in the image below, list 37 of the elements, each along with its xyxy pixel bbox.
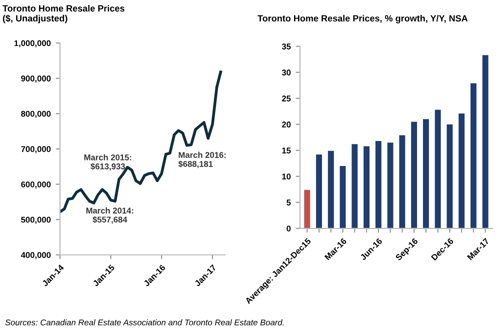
y-tick-label: 5 <box>286 200 291 206</box>
bar <box>458 113 465 228</box>
y-tick-label: 700,000 <box>21 146 51 154</box>
annotation: March 2015: $613,933 <box>84 154 132 171</box>
bar <box>375 141 382 228</box>
chart-title: Toronto Home Resale Prices ($, Unadjusted) <box>2 4 124 24</box>
bar <box>340 166 346 228</box>
bar <box>316 154 322 228</box>
y-tick-label: 1,000,000 <box>14 40 51 48</box>
bar <box>364 146 370 228</box>
bar <box>387 142 394 228</box>
bar <box>399 135 406 228</box>
bar <box>434 110 441 228</box>
y-tick-label: 10 <box>282 174 291 180</box>
bar <box>422 119 429 228</box>
y-tick-label: 800,000 <box>21 110 51 118</box>
bar <box>328 150 334 228</box>
y-tick-label: 900,000 <box>21 76 51 83</box>
y-tick-label: 600,000 <box>21 181 51 189</box>
annotation: March 2014: $557,684 <box>86 207 134 224</box>
bar <box>482 55 488 228</box>
y-tick-label: 30 <box>282 70 291 76</box>
source-note: Sources: Canadian Real Estate Association and Toronto Real Estate Board. <box>5 319 284 326</box>
annotation: March 2016: $688,181 <box>178 152 226 168</box>
y-tick-label: 15 <box>282 148 291 154</box>
y-tick-label: 35 <box>282 44 291 50</box>
bar <box>411 122 418 228</box>
chart-title: Toronto Home Resale Prices, % growth, Y/Y, NSA <box>258 14 468 24</box>
bar <box>304 190 310 228</box>
y-tick-label: 0 <box>286 226 291 232</box>
y-tick-label: 25 <box>282 96 291 102</box>
y-tick-label: 400,000 <box>20 252 51 260</box>
bar <box>446 124 453 228</box>
bar <box>352 144 358 228</box>
y-tick-label: 500,000 <box>21 216 51 224</box>
bar <box>470 83 476 228</box>
y-tick-label: 20 <box>282 122 291 128</box>
